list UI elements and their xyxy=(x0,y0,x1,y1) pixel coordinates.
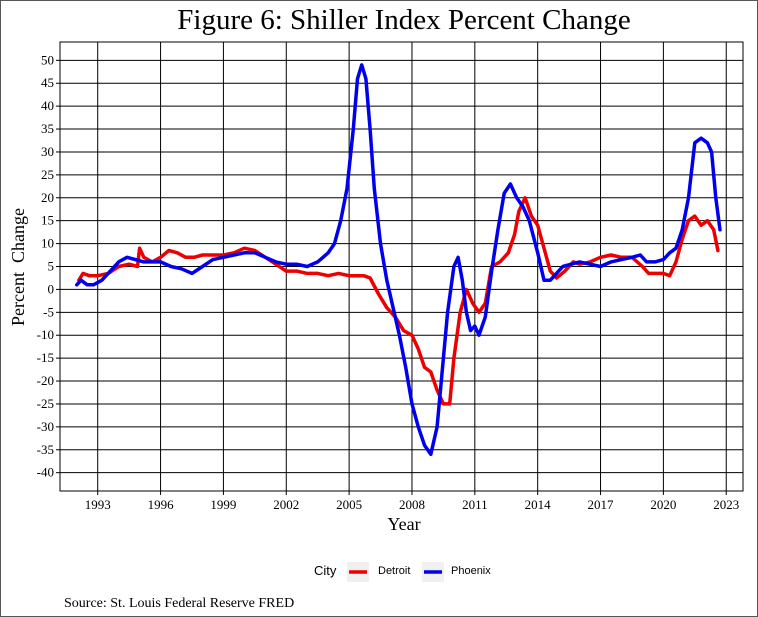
y-tick-label: -10 xyxy=(37,327,54,342)
x-tick-label: 2020 xyxy=(650,497,676,512)
gridlines xyxy=(60,42,743,491)
y-tick-label: -35 xyxy=(37,442,54,457)
x-tick-label: 2017 xyxy=(588,497,615,512)
y-tick-label: 15 xyxy=(41,213,54,228)
x-tick-label: 2002 xyxy=(273,497,299,512)
y-tick-label: -30 xyxy=(37,419,54,434)
y-tick-label: 0 xyxy=(48,281,55,296)
y-tick-label: -40 xyxy=(37,465,54,480)
y-tick-label: 20 xyxy=(41,190,54,205)
x-tick-label: 2011 xyxy=(462,497,488,512)
x-tick-label: 2005 xyxy=(336,497,362,512)
y-tick-label: -15 xyxy=(37,350,54,365)
series-layer xyxy=(75,63,722,457)
x-axis-label: Year xyxy=(387,514,420,534)
y-axis-label: Percent Change xyxy=(8,208,28,326)
y-tick-label: 5 xyxy=(48,259,55,274)
y-tick-label: 10 xyxy=(41,236,54,251)
series-line-phoenix xyxy=(75,63,722,457)
legend-label-phoenix: Phoenix xyxy=(451,565,491,577)
y-tick-label: -25 xyxy=(37,396,54,411)
x-tick-label: 2023 xyxy=(713,497,739,512)
chart-title: Figure 6: Shiller Index Percent Change xyxy=(177,4,630,36)
x-tick-label: 2008 xyxy=(399,497,425,512)
legend-label-detroit: Detroit xyxy=(378,565,410,577)
y-tick-label: -20 xyxy=(37,373,54,388)
x-tick-label: 2014 xyxy=(525,497,552,512)
x-tick-label: 1993 xyxy=(85,497,111,512)
legend-title: City xyxy=(314,563,337,578)
x-tick-label: 1996 xyxy=(148,497,175,512)
y-tick-label: 35 xyxy=(41,121,54,136)
y-tick-label: 30 xyxy=(41,144,54,159)
source-note: Source: St. Louis Federal Reserve FRED xyxy=(64,596,294,611)
y-axis: -40 -35 -30 -25 -20 -15 -10 -5 0 5 10 15 20 25 30 35 40 4… xyxy=(37,52,60,480)
x-axis: 1993 1996 1999 2002 2005 2008 2011 2014 2017 2020… xyxy=(85,491,739,512)
y-tick-label: 50 xyxy=(41,52,54,67)
y-tick-label: -5 xyxy=(43,304,54,319)
y-tick-label: 25 xyxy=(41,167,54,182)
x-tick-label: 1999 xyxy=(210,497,236,512)
legend: City Detroit Phoenix xyxy=(314,562,491,582)
y-tick-label: 45 xyxy=(41,75,54,90)
y-tick-label: 40 xyxy=(41,98,54,113)
